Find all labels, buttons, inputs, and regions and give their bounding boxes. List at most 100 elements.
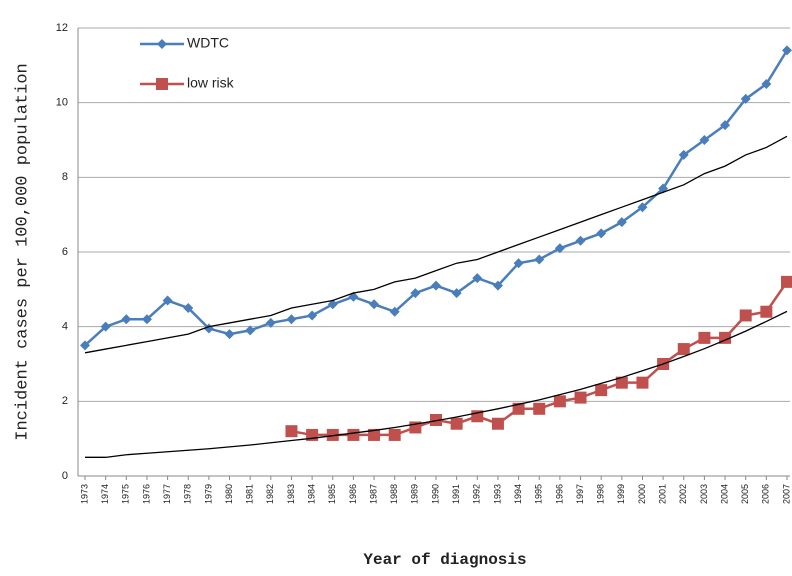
data-point [183,303,194,313]
x-tick-label: 1999 [616,484,626,504]
data-point [782,45,792,56]
data-point [162,295,173,306]
data-point [616,217,627,228]
y-tick-label: 8 [62,171,68,183]
x-tick-label: 1986 [348,484,358,504]
x-tick-label: 2003 [699,484,709,504]
data-point [121,314,132,325]
x-axis-label: Year of diagnosis [363,551,526,569]
data-point [760,305,773,318]
y-tick-label: 4 [62,321,68,333]
x-tick-label: 1990 [430,484,440,504]
x-tick-label: 1984 [306,484,316,504]
x-tick-label: 1974 [100,484,110,504]
data-point [553,395,566,408]
data-point [637,202,648,213]
data-point [492,280,503,291]
x-tick-label: 1983 [286,484,296,504]
data-point [326,428,339,441]
x-tick-label: 2006 [761,484,771,504]
data-point [534,254,545,265]
y-tick-label: 6 [62,246,68,258]
legend-label: WDTC [187,35,229,51]
data-point [596,228,607,239]
x-tick-label: 1991 [451,484,461,504]
x-tick-label: 1982 [265,484,275,504]
x-tick-label: 1994 [513,484,523,504]
x-tick-label: 2005 [740,484,750,504]
y-tick-label: 2 [62,395,68,407]
data-point [533,402,546,415]
data-point [615,376,628,389]
series-line [84,49,789,347]
data-point [450,417,463,430]
data-point [245,325,256,336]
data-point [307,310,318,321]
y-tick-label: 10 [56,97,68,109]
data-point [410,288,421,299]
data-point [265,317,276,328]
x-tick-label: 1976 [141,484,151,504]
data-point [369,299,380,310]
data-point [431,280,441,291]
data-point [740,93,751,104]
x-tick-label: 1989 [410,484,420,504]
x-tick-label: 1997 [575,484,585,504]
data-point [636,376,649,389]
trend-line [85,310,788,458]
data-point [472,273,483,284]
y-tick-label: 12 [56,22,68,34]
x-tick-label: 1981 [245,484,255,504]
x-tick-label: 1975 [121,484,131,504]
data-point [491,417,504,430]
x-tick-label: 1973 [79,484,89,504]
y-axis-label: Incident cases per 100,000 population [13,63,32,440]
x-tick-label: 1980 [224,484,234,504]
data-point [678,149,689,160]
data-point [677,343,690,356]
data-point [720,120,731,131]
data-point [368,428,381,441]
data-point [285,425,298,438]
trend-line [84,135,788,354]
x-tick-label: 1988 [389,484,399,504]
data-point [80,340,90,351]
x-tick-label: 1998 [596,484,606,504]
data-point [347,428,360,441]
data-point [698,331,711,344]
x-tick-label: 1977 [162,484,172,504]
x-tick-label: 1987 [368,484,378,504]
x-tick-label: 2004 [719,484,729,504]
data-point [781,275,792,288]
data-point [574,391,587,404]
x-tick-label: 2002 [678,484,688,504]
x-tick-label: 1993 [492,484,502,504]
x-tick-label: 2000 [637,484,647,504]
data-point [739,309,752,322]
x-tick-label: 1978 [183,484,193,504]
data-point [554,243,565,254]
legend-marker [156,78,168,90]
data-point [224,329,235,340]
x-tick-label: 1985 [327,484,337,504]
x-tick-label: 2001 [657,484,667,504]
data-point [141,314,152,325]
data-point [575,235,586,246]
x-tick-label: 2007 [781,484,791,504]
y-tick-label: 0 [62,470,68,482]
x-tick-label: 1995 [534,484,544,504]
data-point [595,384,608,397]
data-point [100,321,111,332]
data-point [430,414,442,426]
data-point [388,428,401,441]
data-point [512,402,525,415]
x-tick-label: 1996 [554,484,564,504]
x-tick-label: 1979 [203,484,213,504]
data-point [761,79,772,89]
x-tick-label: 1992 [472,484,482,504]
data-point [699,135,710,145]
legend-marker [157,39,167,49]
legend-label: low risk [187,75,235,91]
